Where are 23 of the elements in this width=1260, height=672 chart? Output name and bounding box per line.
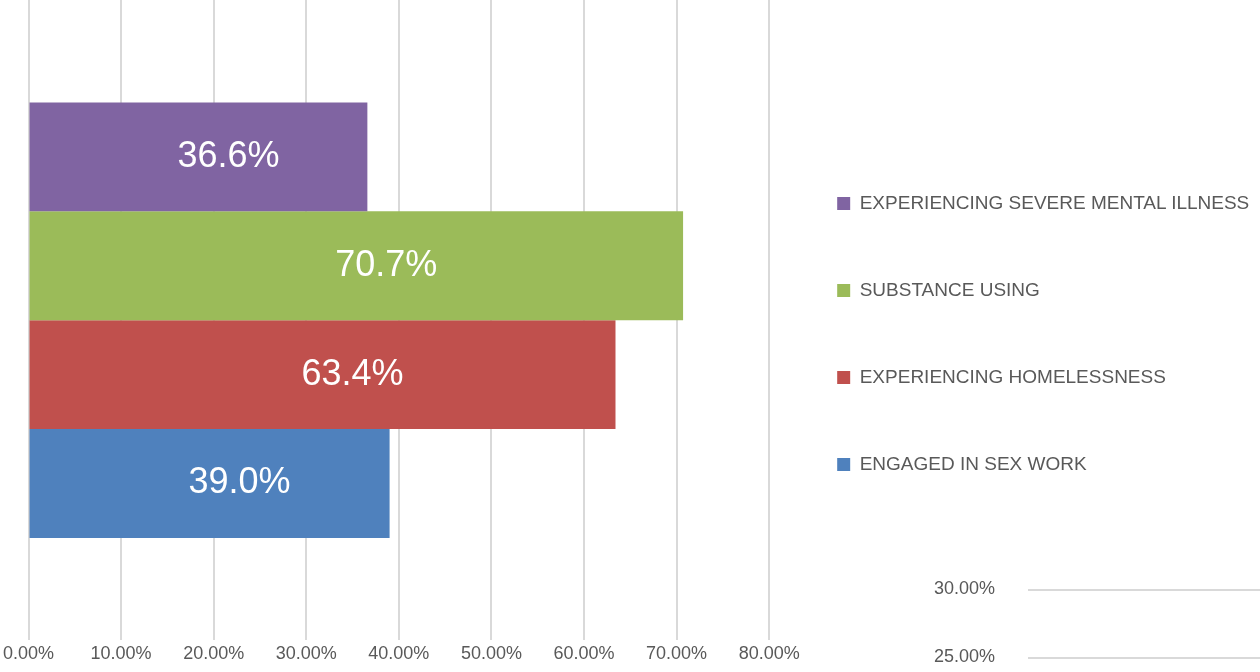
text: 30.00%	[934, 578, 996, 599]
legend-label: EXPERIENCING HOMELESSNESS	[859, 365, 1166, 387]
bar	[29, 102, 368, 212]
data-label: 39.0%	[188, 460, 291, 502]
data-label: 63.4%	[301, 351, 404, 393]
x-tick-label: 60.00%	[553, 643, 615, 664]
x-tick-label: 0.00%	[3, 643, 55, 664]
x-tick-label: 70.00%	[646, 643, 708, 664]
legend-label: EXPERIENCING SEVERE MENTAL ILLNESS	[859, 191, 1250, 213]
x-tick-label: 30.00%	[275, 643, 337, 664]
data-label: 70.7%	[335, 242, 438, 284]
legend-label: SUBSTANCE USING	[859, 278, 1040, 300]
legend-label: ENGAGED IN SEX WORK	[859, 452, 1087, 474]
bar	[29, 211, 684, 321]
data-label: 36.6%	[177, 133, 280, 175]
bar	[29, 320, 616, 430]
x-tick-label: 40.00%	[368, 643, 430, 664]
x-tick-label: 10.00%	[90, 643, 152, 664]
text: 25.00%	[934, 646, 996, 667]
x-tick-label: 80.00%	[738, 643, 800, 664]
bar	[29, 429, 390, 538]
x-tick-label: 20.00%	[183, 643, 245, 664]
x-tick-label: 50.00%	[460, 643, 522, 664]
